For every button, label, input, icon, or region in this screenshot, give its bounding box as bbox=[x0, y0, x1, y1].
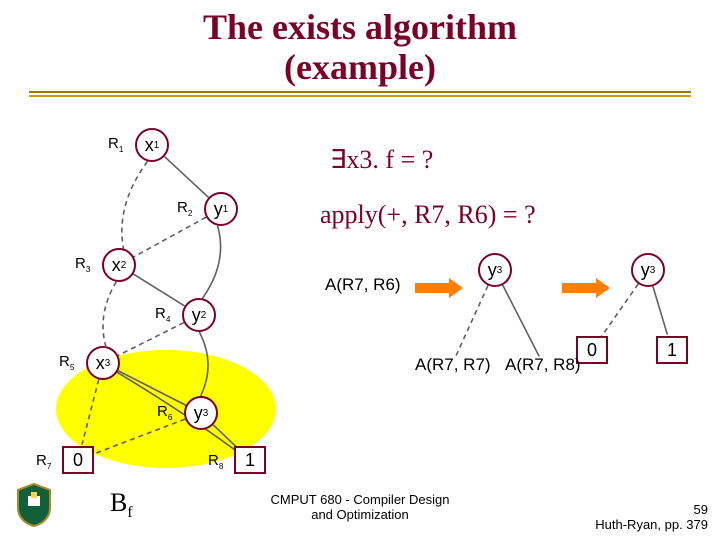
slide-title: The exists algorithm (example) bbox=[0, 0, 720, 87]
rlabel-R5: R5 bbox=[59, 353, 74, 372]
rlabel-R8: R8 bbox=[208, 452, 223, 471]
node-R4: y2 bbox=[182, 298, 216, 332]
bf-text: Bf bbox=[110, 488, 133, 517]
node-R6: y3 bbox=[184, 396, 218, 430]
eq-apply: apply(+, R7, R6) = ? bbox=[320, 200, 536, 230]
title-line1: The exists algorithm bbox=[0, 8, 720, 48]
eq-exists: ∃x3. f = ? bbox=[330, 145, 433, 175]
rlabel-R7: R7 bbox=[36, 452, 51, 471]
node-R5: x3 bbox=[86, 346, 120, 380]
footer-ref: Huth-Ryan, pp. 379 bbox=[595, 517, 708, 532]
title-rule-1 bbox=[29, 91, 691, 93]
node-R3: x2 bbox=[102, 248, 136, 282]
bf-label: Bf bbox=[110, 488, 133, 522]
rlabel-R1: R1 bbox=[108, 135, 123, 154]
label-AR77: A(R7, R7) bbox=[415, 355, 491, 375]
arrow-1 bbox=[415, 278, 463, 298]
terminal-R7: 0 bbox=[62, 446, 94, 474]
terminal-t1: 1 bbox=[656, 336, 688, 364]
arrow-2 bbox=[562, 278, 610, 298]
footer-l2: and Optimization bbox=[271, 507, 450, 522]
terminal-R8: 1 bbox=[234, 446, 266, 474]
node-y3a: y3 bbox=[478, 253, 512, 287]
footer-center: CMPUT 680 - Compiler Design and Optimiza… bbox=[271, 492, 450, 522]
title-rule-2 bbox=[29, 95, 691, 97]
node-y3b: y3 bbox=[631, 253, 665, 287]
title-line2: (example) bbox=[0, 48, 720, 88]
footer-cite: 59 Huth-Ryan, pp. 379 bbox=[595, 502, 708, 532]
terminal-t0: 0 bbox=[576, 336, 608, 364]
footer-page: 59 bbox=[595, 502, 708, 517]
rlabel-R4: R4 bbox=[155, 305, 170, 324]
rlabel-R2: R2 bbox=[177, 199, 192, 218]
rlabel-R6: R6 bbox=[157, 403, 172, 422]
label-AR78: A(R7, R8) bbox=[505, 355, 581, 375]
node-R1: x1 bbox=[135, 128, 169, 162]
footer-l1: CMPUT 680 - Compiler Design bbox=[271, 492, 450, 507]
node-R2: y1 bbox=[204, 192, 238, 226]
label-AR76: A(R7, R6) bbox=[325, 275, 401, 295]
crest-icon bbox=[14, 482, 54, 528]
rlabel-R3: R3 bbox=[75, 255, 90, 274]
